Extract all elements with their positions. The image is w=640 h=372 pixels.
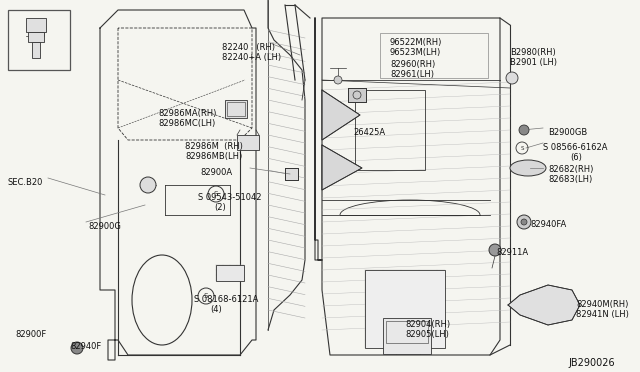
Bar <box>386 321 428 343</box>
Text: 82940F: 82940F <box>70 342 101 351</box>
Text: S 08168-6121A: S 08168-6121A <box>194 295 259 304</box>
Text: 82240   (RH): 82240 (RH) <box>222 43 275 52</box>
Circle shape <box>519 125 529 135</box>
Circle shape <box>140 177 156 193</box>
Bar <box>380 33 488 78</box>
Text: 82900A: 82900A <box>200 168 232 177</box>
Bar <box>32 42 40 58</box>
Polygon shape <box>348 88 366 102</box>
Bar <box>237 135 259 150</box>
Text: 82986MB(LH): 82986MB(LH) <box>185 152 243 161</box>
Text: 82940FA: 82940FA <box>530 220 566 229</box>
Bar <box>227 102 245 116</box>
Text: S: S <box>204 293 208 299</box>
Circle shape <box>517 215 531 229</box>
Ellipse shape <box>510 160 546 176</box>
Circle shape <box>334 76 342 84</box>
Text: SEC.B20: SEC.B20 <box>8 178 44 187</box>
Text: JB290026: JB290026 <box>568 358 614 368</box>
Text: 82986MA(RH): 82986MA(RH) <box>158 109 216 118</box>
Polygon shape <box>508 285 580 325</box>
Text: S: S <box>520 145 524 151</box>
Bar <box>216 265 244 281</box>
Text: 82986MC(LH): 82986MC(LH) <box>158 119 215 128</box>
Bar <box>355 90 425 170</box>
Circle shape <box>506 72 518 84</box>
Circle shape <box>489 244 501 256</box>
Bar <box>8 10 70 70</box>
Text: (6): (6) <box>570 153 582 162</box>
Text: 82905(LH): 82905(LH) <box>405 330 449 339</box>
Text: 82911A: 82911A <box>496 248 528 257</box>
Text: B2980(RH): B2980(RH) <box>510 48 556 57</box>
Bar <box>365 270 445 348</box>
Text: 82683(LH): 82683(LH) <box>548 175 592 184</box>
Circle shape <box>521 219 527 225</box>
Bar <box>28 32 44 42</box>
Bar <box>26 18 46 32</box>
Text: 82904(RH): 82904(RH) <box>405 320 450 329</box>
Text: 82900F: 82900F <box>15 330 46 339</box>
Bar <box>225 100 247 118</box>
Text: 26425A: 26425A <box>353 128 385 137</box>
Text: 82961(LH): 82961(LH) <box>390 70 434 79</box>
Circle shape <box>71 342 83 354</box>
Text: 82941N (LH): 82941N (LH) <box>576 310 629 319</box>
Text: 82240+A (LH): 82240+A (LH) <box>222 53 281 62</box>
Polygon shape <box>322 90 360 140</box>
Text: B2900GB: B2900GB <box>548 128 588 137</box>
Text: (2): (2) <box>214 203 226 212</box>
Text: B2901 (LH): B2901 (LH) <box>510 58 557 67</box>
Text: (4): (4) <box>210 305 221 314</box>
Bar <box>383 318 431 354</box>
Text: S: S <box>214 191 218 197</box>
Text: 82682(RH): 82682(RH) <box>548 165 593 174</box>
Text: 82960(RH): 82960(RH) <box>390 60 435 69</box>
Text: S 08566-6162A: S 08566-6162A <box>543 143 607 152</box>
Text: S 09543-51042: S 09543-51042 <box>198 193 262 202</box>
Text: 96522M(RH): 96522M(RH) <box>390 38 442 47</box>
Polygon shape <box>322 145 362 190</box>
Text: 82900G: 82900G <box>88 222 121 231</box>
Text: 82986M  (RH): 82986M (RH) <box>185 142 243 151</box>
Text: 82940M(RH): 82940M(RH) <box>576 300 628 309</box>
Text: 96523M(LH): 96523M(LH) <box>390 48 441 57</box>
Polygon shape <box>285 168 298 180</box>
